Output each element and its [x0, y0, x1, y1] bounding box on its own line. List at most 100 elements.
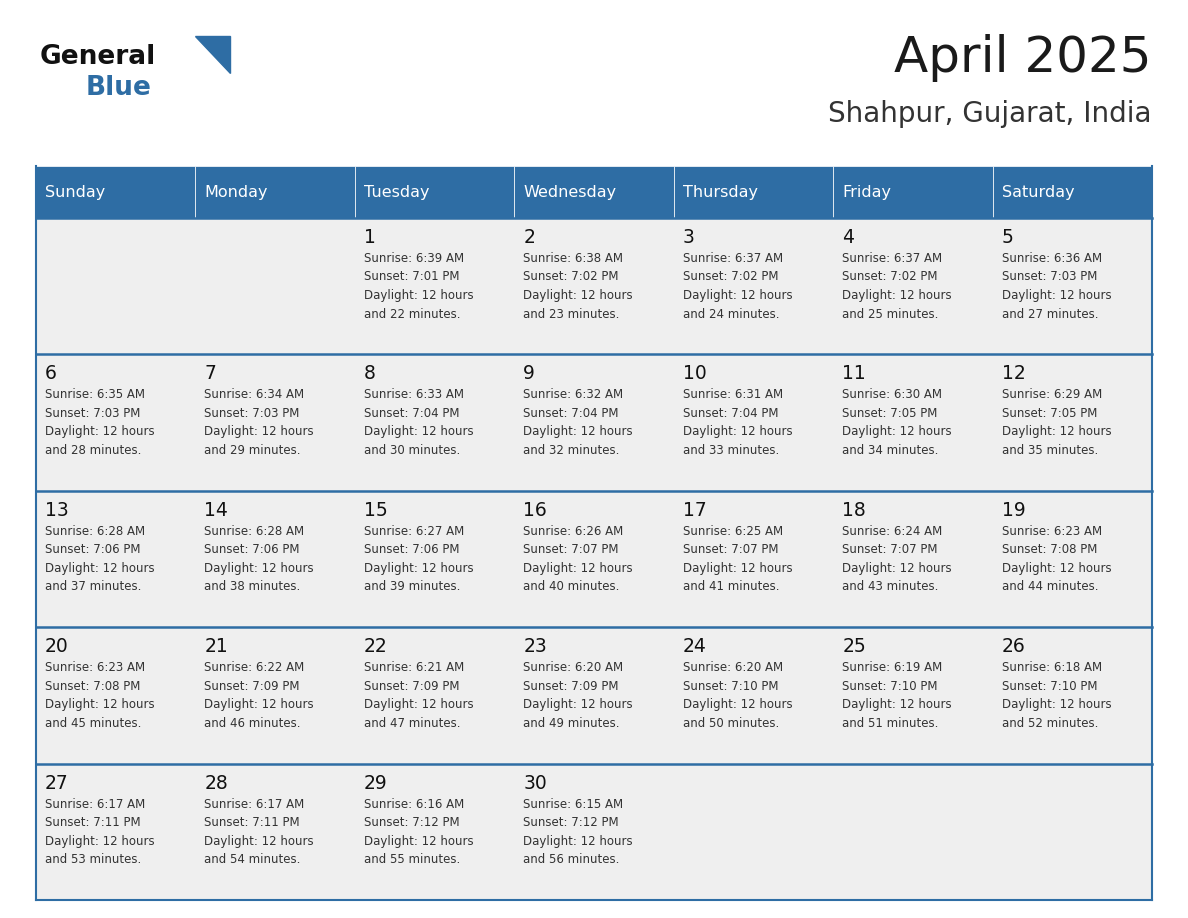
Text: Sunrise: 6:38 AM
Sunset: 7:02 PM
Daylight: 12 hours
and 23 minutes.: Sunrise: 6:38 AM Sunset: 7:02 PM Dayligh… [523, 252, 633, 320]
Text: Sunrise: 6:30 AM
Sunset: 7:05 PM
Daylight: 12 hours
and 34 minutes.: Sunrise: 6:30 AM Sunset: 7:05 PM Dayligh… [842, 388, 952, 457]
Text: 6: 6 [45, 364, 57, 384]
Bar [514, 764, 674, 900]
Text: Sunrise: 6:21 AM
Sunset: 7:09 PM
Daylight: 12 hours
and 47 minutes.: Sunrise: 6:21 AM Sunset: 7:09 PM Dayligh… [364, 661, 474, 730]
Text: Sunrise: 6:17 AM
Sunset: 7:11 PM
Daylight: 12 hours
and 54 minutes.: Sunrise: 6:17 AM Sunset: 7:11 PM Dayligh… [204, 798, 314, 866]
Bar [992, 764, 1152, 900]
Text: 13: 13 [45, 501, 69, 520]
Text: 8: 8 [364, 364, 375, 384]
Text: General: General [40, 44, 157, 70]
Text: Sunrise: 6:31 AM
Sunset: 7:04 PM
Daylight: 12 hours
and 33 minutes.: Sunrise: 6:31 AM Sunset: 7:04 PM Dayligh… [683, 388, 792, 457]
Text: 27: 27 [45, 774, 69, 792]
Text: 12: 12 [1001, 364, 1025, 384]
Bar [355, 166, 514, 218]
Text: Sunrise: 6:34 AM
Sunset: 7:03 PM
Daylight: 12 hours
and 29 minutes.: Sunrise: 6:34 AM Sunset: 7:03 PM Dayligh… [204, 388, 314, 457]
Bar [355, 627, 514, 764]
Text: Sunrise: 6:19 AM
Sunset: 7:10 PM
Daylight: 12 hours
and 51 minutes.: Sunrise: 6:19 AM Sunset: 7:10 PM Dayligh… [842, 661, 952, 730]
Text: Sunrise: 6:25 AM
Sunset: 7:07 PM
Daylight: 12 hours
and 41 minutes.: Sunrise: 6:25 AM Sunset: 7:07 PM Dayligh… [683, 525, 792, 593]
Text: 9: 9 [523, 364, 535, 384]
Text: 15: 15 [364, 501, 387, 520]
Text: 14: 14 [204, 501, 228, 520]
Bar [196, 627, 355, 764]
Text: 20: 20 [45, 637, 69, 656]
Text: Sunrise: 6:33 AM
Sunset: 7:04 PM
Daylight: 12 hours
and 30 minutes.: Sunrise: 6:33 AM Sunset: 7:04 PM Dayligh… [364, 388, 474, 457]
Text: 5: 5 [1001, 228, 1013, 247]
Bar [196, 491, 355, 627]
Bar [514, 354, 674, 491]
Text: Saturday: Saturday [1001, 185, 1074, 199]
Text: Sunrise: 6:15 AM
Sunset: 7:12 PM
Daylight: 12 hours
and 56 minutes.: Sunrise: 6:15 AM Sunset: 7:12 PM Dayligh… [523, 798, 633, 866]
Text: 4: 4 [842, 228, 854, 247]
Text: 23: 23 [523, 637, 546, 656]
Text: Sunrise: 6:24 AM
Sunset: 7:07 PM
Daylight: 12 hours
and 43 minutes.: Sunrise: 6:24 AM Sunset: 7:07 PM Dayligh… [842, 525, 952, 593]
Bar [992, 627, 1152, 764]
Text: Sunrise: 6:36 AM
Sunset: 7:03 PM
Daylight: 12 hours
and 27 minutes.: Sunrise: 6:36 AM Sunset: 7:03 PM Dayligh… [1001, 252, 1111, 320]
Bar [355, 491, 514, 627]
Text: Shahpur, Gujarat, India: Shahpur, Gujarat, India [828, 100, 1152, 128]
Text: Friday: Friday [842, 185, 891, 199]
Text: Sunrise: 6:35 AM
Sunset: 7:03 PM
Daylight: 12 hours
and 28 minutes.: Sunrise: 6:35 AM Sunset: 7:03 PM Dayligh… [45, 388, 154, 457]
Bar [36, 764, 196, 900]
Text: 2: 2 [523, 228, 535, 247]
Bar [674, 491, 833, 627]
Bar [36, 218, 196, 354]
Bar [514, 491, 674, 627]
Text: 11: 11 [842, 364, 866, 384]
Bar [36, 354, 196, 491]
Text: Sunrise: 6:37 AM
Sunset: 7:02 PM
Daylight: 12 hours
and 25 minutes.: Sunrise: 6:37 AM Sunset: 7:02 PM Dayligh… [842, 252, 952, 320]
Text: 21: 21 [204, 637, 228, 656]
Text: 29: 29 [364, 774, 387, 792]
Text: Sunrise: 6:20 AM
Sunset: 7:10 PM
Daylight: 12 hours
and 50 minutes.: Sunrise: 6:20 AM Sunset: 7:10 PM Dayligh… [683, 661, 792, 730]
Text: 1: 1 [364, 228, 375, 247]
Text: Sunrise: 6:29 AM
Sunset: 7:05 PM
Daylight: 12 hours
and 35 minutes.: Sunrise: 6:29 AM Sunset: 7:05 PM Dayligh… [1001, 388, 1111, 457]
Text: Sunrise: 6:23 AM
Sunset: 7:08 PM
Daylight: 12 hours
and 44 minutes.: Sunrise: 6:23 AM Sunset: 7:08 PM Dayligh… [1001, 525, 1111, 593]
Text: Sunrise: 6:16 AM
Sunset: 7:12 PM
Daylight: 12 hours
and 55 minutes.: Sunrise: 6:16 AM Sunset: 7:12 PM Dayligh… [364, 798, 474, 866]
Text: 18: 18 [842, 501, 866, 520]
Text: 7: 7 [204, 364, 216, 384]
Text: Sunrise: 6:22 AM
Sunset: 7:09 PM
Daylight: 12 hours
and 46 minutes.: Sunrise: 6:22 AM Sunset: 7:09 PM Dayligh… [204, 661, 314, 730]
Text: Sunrise: 6:37 AM
Sunset: 7:02 PM
Daylight: 12 hours
and 24 minutes.: Sunrise: 6:37 AM Sunset: 7:02 PM Dayligh… [683, 252, 792, 320]
Bar [833, 627, 992, 764]
Bar [514, 627, 674, 764]
Text: 28: 28 [204, 774, 228, 792]
Text: Sunrise: 6:18 AM
Sunset: 7:10 PM
Daylight: 12 hours
and 52 minutes.: Sunrise: 6:18 AM Sunset: 7:10 PM Dayligh… [1001, 661, 1111, 730]
Text: Sunday: Sunday [45, 185, 106, 199]
Bar [355, 764, 514, 900]
Bar [674, 218, 833, 354]
Bar [36, 627, 196, 764]
Text: Sunrise: 6:26 AM
Sunset: 7:07 PM
Daylight: 12 hours
and 40 minutes.: Sunrise: 6:26 AM Sunset: 7:07 PM Dayligh… [523, 525, 633, 593]
Bar [833, 166, 992, 218]
Bar [514, 218, 674, 354]
Bar [355, 218, 514, 354]
Text: Blue: Blue [86, 75, 152, 101]
Bar [833, 491, 992, 627]
Text: 16: 16 [523, 501, 546, 520]
Bar [196, 354, 355, 491]
Text: 26: 26 [1001, 637, 1025, 656]
Bar [992, 491, 1152, 627]
Bar [674, 166, 833, 218]
Text: 10: 10 [683, 364, 707, 384]
Bar [833, 354, 992, 491]
Text: 22: 22 [364, 637, 387, 656]
Bar [355, 354, 514, 491]
Bar [674, 627, 833, 764]
Bar [992, 354, 1152, 491]
Bar [514, 166, 674, 218]
Text: April 2025: April 2025 [895, 34, 1152, 82]
Bar [674, 764, 833, 900]
Polygon shape [195, 36, 230, 73]
Bar [674, 354, 833, 491]
Text: 19: 19 [1001, 501, 1025, 520]
Text: 17: 17 [683, 501, 707, 520]
Bar [992, 166, 1152, 218]
Text: Sunrise: 6:17 AM
Sunset: 7:11 PM
Daylight: 12 hours
and 53 minutes.: Sunrise: 6:17 AM Sunset: 7:11 PM Dayligh… [45, 798, 154, 866]
Text: Tuesday: Tuesday [364, 185, 429, 199]
Bar [833, 764, 992, 900]
Text: 3: 3 [683, 228, 695, 247]
Text: 30: 30 [523, 774, 546, 792]
Text: Sunrise: 6:20 AM
Sunset: 7:09 PM
Daylight: 12 hours
and 49 minutes.: Sunrise: 6:20 AM Sunset: 7:09 PM Dayligh… [523, 661, 633, 730]
Text: Sunrise: 6:27 AM
Sunset: 7:06 PM
Daylight: 12 hours
and 39 minutes.: Sunrise: 6:27 AM Sunset: 7:06 PM Dayligh… [364, 525, 474, 593]
Text: Monday: Monday [204, 185, 268, 199]
Bar [36, 166, 196, 218]
Bar [36, 491, 196, 627]
